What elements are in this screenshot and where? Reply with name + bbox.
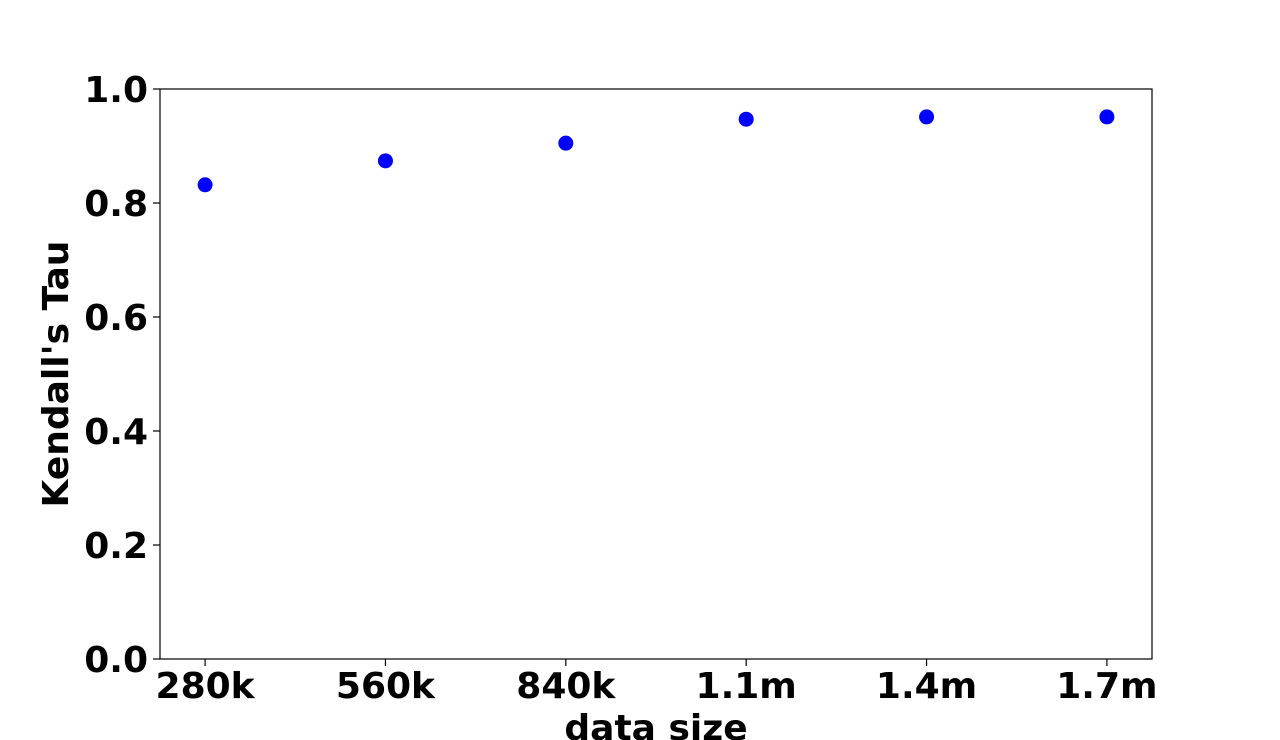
y-axis-label: Kendall's Tau (36, 241, 77, 508)
y-tick-label: 0.0 (84, 640, 148, 681)
data-point (1099, 109, 1115, 125)
data-point (197, 177, 213, 193)
data-point (377, 153, 393, 169)
x-tick-label: 1.4m (876, 666, 977, 707)
x-tick-label: 1.1m (696, 666, 797, 707)
data-point (919, 109, 935, 125)
y-tick-label: 0.6 (84, 298, 148, 339)
y-tick-label: 0.8 (84, 184, 148, 225)
y-tick-label: 1.0 (84, 70, 148, 111)
x-tick-label: 1.7m (1056, 666, 1157, 707)
x-tick-label: 560k (336, 666, 436, 707)
data-point (738, 111, 754, 127)
x-tick-label: 280k (156, 666, 256, 707)
data-point (558, 135, 574, 151)
x-axis-label: data size (564, 708, 747, 740)
x-tick-label: 840k (516, 666, 616, 707)
y-tick-label: 0.4 (84, 412, 148, 453)
y-tick-label: 0.2 (84, 526, 148, 567)
plot-frame (159, 88, 1153, 660)
